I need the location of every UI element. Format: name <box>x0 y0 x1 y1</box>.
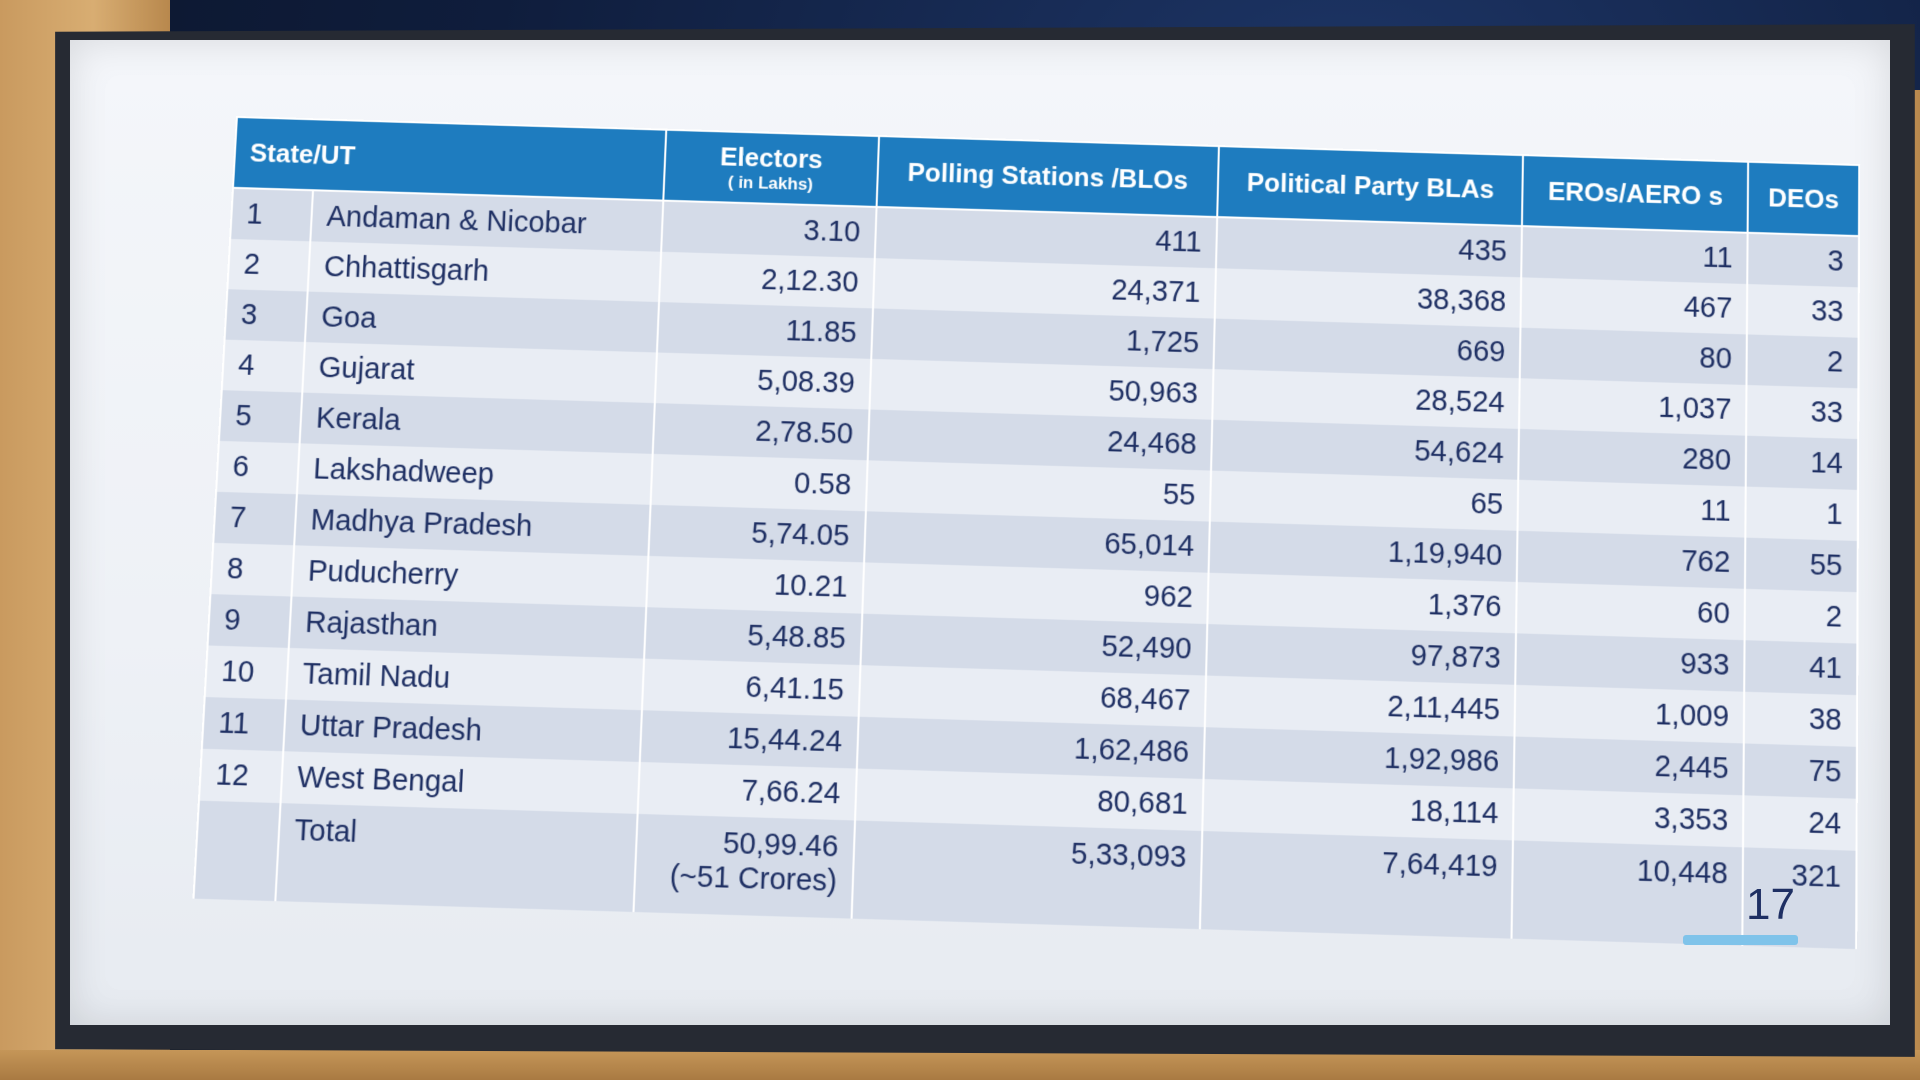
row-eros: 11 <box>1518 480 1746 538</box>
row-number: 4 <box>222 340 305 393</box>
row-electors: 2,12.30 <box>659 252 874 309</box>
row-deos: 2 <box>1747 335 1859 389</box>
row-electors: 0.58 <box>651 454 868 511</box>
row-number: 7 <box>213 492 297 545</box>
row-blas: 38,368 <box>1215 269 1522 328</box>
row-deos: 2 <box>1745 589 1858 644</box>
header-state: State/UT <box>233 117 666 201</box>
row-electors: 7,66.24 <box>638 762 857 820</box>
row-eros: 11 <box>1522 227 1748 285</box>
total-polling: 5,33,093 <box>851 821 1202 930</box>
total-blank-cell <box>193 801 280 901</box>
row-eros: 1,009 <box>1515 685 1745 744</box>
row-eros: 762 <box>1517 531 1745 589</box>
projection-screen: State/UT Electors ( in Lakhs) Polling St… <box>70 40 1890 1025</box>
row-number: 3 <box>225 290 308 343</box>
table-body: 1 Andaman & Nicobar 3.10 411 435 11 3 2 Chhattis… <box>199 188 1859 851</box>
row-blas: 669 <box>1214 319 1521 379</box>
header-electors-label: Electors <box>720 141 824 174</box>
row-blas: 65 <box>1210 471 1519 531</box>
row-electors: 5,74.05 <box>648 505 865 563</box>
row-deos: 33 <box>1747 284 1859 338</box>
row-deos: 24 <box>1743 796 1856 851</box>
row-number: 11 <box>202 697 286 751</box>
row-electors: 3.10 <box>661 201 876 258</box>
row-number: 6 <box>216 441 300 494</box>
total-blas: 7,64,419 <box>1200 831 1513 939</box>
row-blas: 18,114 <box>1202 779 1514 840</box>
row-eros: 933 <box>1516 634 1745 692</box>
row-blas: 28,524 <box>1212 370 1520 430</box>
row-number: 1 <box>230 188 313 241</box>
row-blas: 2,11,445 <box>1205 676 1516 737</box>
page-number-underline <box>1683 935 1798 945</box>
slide-page-number: 17 <box>1746 880 1795 930</box>
row-number: 8 <box>210 543 294 597</box>
row-eros: 280 <box>1519 429 1747 487</box>
row-eros: 60 <box>1516 582 1745 640</box>
row-number: 9 <box>208 595 292 649</box>
row-blas: 1,92,986 <box>1204 728 1515 789</box>
row-electors: 10.21 <box>646 556 863 614</box>
row-number: 10 <box>205 646 289 700</box>
elector-stats-table: State/UT Electors ( in Lakhs) Polling St… <box>192 116 1860 950</box>
total-eros: 10,448 <box>1512 841 1743 946</box>
total-electors: 50,99.46 (~51 Crores) <box>633 814 854 919</box>
row-eros: 3,353 <box>1513 789 1743 848</box>
row-deos: 3 <box>1748 233 1859 288</box>
header-electors-unit: ( in Lakhs) <box>679 171 862 196</box>
total-electors-value: 50,99.46 <box>651 825 839 865</box>
row-electors: 5,08.39 <box>655 353 871 410</box>
row-deos: 14 <box>1746 436 1858 490</box>
row-eros: 80 <box>1520 328 1747 385</box>
header-party-blas: Political Party BLAs <box>1217 146 1523 226</box>
row-deos: 33 <box>1746 385 1858 439</box>
row-deos: 75 <box>1744 744 1857 799</box>
row-blas: 97,873 <box>1206 625 1516 686</box>
row-blas: 1,19,940 <box>1209 522 1518 582</box>
row-eros: 467 <box>1521 278 1748 335</box>
header-deos: DEOs <box>1748 162 1859 237</box>
row-deos: 41 <box>1744 641 1857 696</box>
total-label: Total <box>275 804 637 913</box>
header-eros: EROs/AERO s <box>1522 155 1748 233</box>
row-number: 2 <box>227 239 310 292</box>
row-electors: 5,48.85 <box>644 608 862 666</box>
row-blas: 435 <box>1216 218 1522 278</box>
row-blas: 1,376 <box>1207 573 1517 634</box>
row-number: 5 <box>219 391 302 444</box>
row-electors: 15,44.24 <box>640 711 858 769</box>
header-polling-stations: Polling Stations /BLOs <box>876 136 1219 218</box>
row-electors: 11.85 <box>657 302 873 359</box>
row-blas: 54,624 <box>1211 420 1519 480</box>
row-deos: 55 <box>1745 538 1858 593</box>
row-deos: 38 <box>1744 692 1857 747</box>
row-deos: 1 <box>1746 487 1858 541</box>
row-eros: 2,445 <box>1514 737 1744 796</box>
row-electors: 2,78.50 <box>653 404 869 461</box>
total-electors-crores: (~51 Crores) <box>650 860 838 900</box>
row-electors: 6,41.15 <box>642 659 860 717</box>
header-electors: Electors ( in Lakhs) <box>663 130 878 208</box>
row-eros: 1,037 <box>1519 379 1746 436</box>
row-number: 12 <box>199 749 283 803</box>
